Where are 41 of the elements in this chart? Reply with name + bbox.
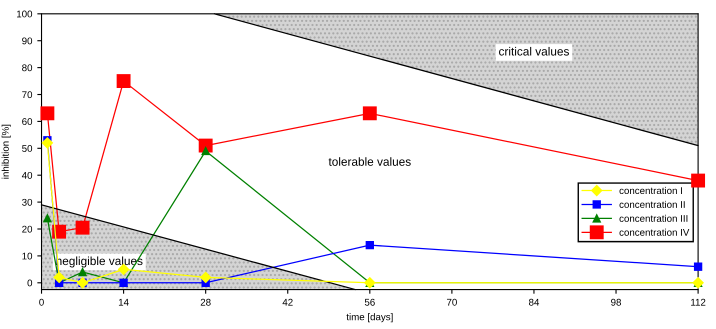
annotation: tolerable values bbox=[328, 157, 411, 166]
point bbox=[78, 268, 87, 276]
point bbox=[116, 74, 131, 88]
y-tick-label: 30 bbox=[22, 198, 32, 206]
legend-label: concentration III bbox=[620, 214, 688, 222]
point bbox=[40, 106, 54, 120]
legend-label: concentration I bbox=[620, 186, 682, 194]
annotation: critical values bbox=[499, 46, 569, 56]
y-tick-label: 20 bbox=[22, 226, 32, 233]
y-tick-label: 90 bbox=[22, 37, 32, 44]
legend-label: concentration II bbox=[620, 200, 685, 208]
x-tick-label: 14 bbox=[118, 298, 129, 306]
point bbox=[691, 174, 706, 188]
point bbox=[42, 137, 53, 149]
point bbox=[54, 272, 65, 284]
point bbox=[200, 272, 212, 284]
x-axis-title: time [days] bbox=[346, 313, 393, 322]
point bbox=[76, 220, 90, 235]
y-tick-label: 80 bbox=[22, 64, 32, 72]
point bbox=[202, 146, 210, 156]
x-tick-label: 56 bbox=[364, 298, 375, 306]
y-tick-label: 70 bbox=[22, 91, 32, 98]
x-tick-label: 98 bbox=[611, 298, 622, 306]
x-tick-label: 42 bbox=[282, 298, 293, 306]
x-tick-label: 28 bbox=[200, 298, 211, 306]
y-tick-label: 0 bbox=[27, 280, 32, 286]
point bbox=[362, 106, 377, 120]
legend-label: concentration IV bbox=[620, 228, 690, 236]
y-tick-label: 40 bbox=[22, 172, 32, 179]
x-tick-label: 112 bbox=[691, 298, 706, 306]
y-axis-title: inhibition [%] bbox=[2, 124, 11, 179]
x-tick-label: 84 bbox=[528, 298, 540, 306]
point bbox=[43, 214, 52, 222]
x-tick-label: 70 bbox=[446, 298, 457, 306]
x-tick-label: 0 bbox=[39, 298, 44, 306]
y-tick-label: 50 bbox=[22, 145, 32, 152]
y-tick-label: 100 bbox=[17, 10, 32, 18]
point bbox=[366, 240, 374, 250]
y-tick-label: 60 bbox=[22, 118, 32, 126]
y-tick-label: 10 bbox=[22, 252, 32, 260]
point bbox=[694, 262, 702, 271]
